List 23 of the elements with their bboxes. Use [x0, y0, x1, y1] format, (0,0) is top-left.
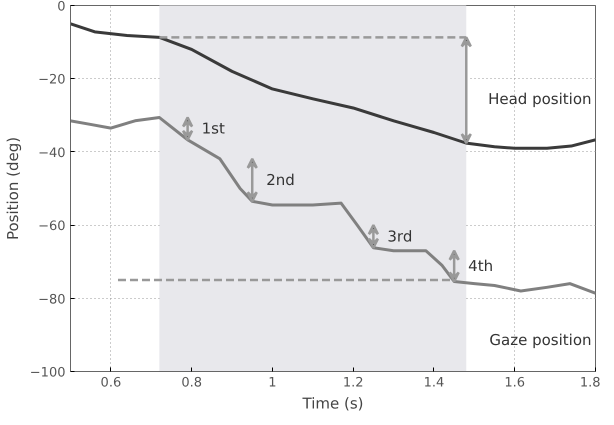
x-tick-label: 0.8	[181, 376, 202, 390]
x-tick-label: 1.8	[580, 376, 601, 390]
annotation: 4th	[468, 257, 494, 276]
annotation: Head position	[488, 90, 592, 108]
line-series	[70, 22, 596, 150]
annotation: 2nd	[266, 171, 295, 190]
x-tick-label: 1.6	[504, 376, 526, 390]
y-tick-label: −40	[38, 146, 66, 161]
x-tick-label: 1	[268, 376, 277, 390]
x-tick-label: 1.2	[342, 376, 364, 390]
annotation: 3rd	[387, 227, 412, 246]
y-axis-title: Position (deg)	[4, 136, 22, 240]
annotation: 1st	[202, 120, 225, 138]
y-tick-label: −100	[30, 366, 66, 380]
annotation: Gaze position	[489, 331, 592, 350]
y-tick-label: 0	[57, 0, 66, 14]
x-tick-label: 1.4	[424, 376, 444, 390]
x-axis-title: Time (s)	[302, 394, 364, 412]
x-tick-label: 0.6	[100, 376, 122, 390]
y-tick-label: −80	[38, 292, 66, 308]
y-tick-label: −60	[38, 219, 66, 234]
line-series	[70, 116, 596, 295]
y-tick-label: −20	[38, 72, 66, 88]
